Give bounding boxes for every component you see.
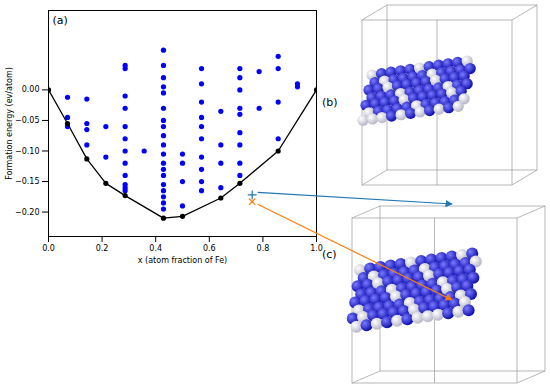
svg-text:1.0: 1.0 — [310, 244, 323, 253]
svg-text:−0.05: −0.05 — [15, 116, 40, 125]
svg-text:0.8: 0.8 — [257, 244, 270, 253]
svg-text:Formation energy (ev/atom): Formation energy (ev/atom) — [5, 67, 14, 180]
svg-text:0.2: 0.2 — [96, 244, 109, 253]
svg-text:−0.10: −0.10 — [15, 147, 40, 156]
svg-text:−0.20: −0.20 — [15, 208, 40, 217]
svg-text:(a): (a) — [53, 14, 68, 27]
svg-text:0.00: 0.00 — [22, 85, 40, 94]
svg-text:0.4: 0.4 — [149, 244, 162, 253]
svg-text:0.6: 0.6 — [203, 244, 216, 253]
svg-text:0.0: 0.0 — [42, 244, 55, 253]
svg-text:x (atom fraction of Fe): x (atom fraction of Fe) — [138, 256, 227, 265]
svg-text:(c): (c) — [322, 248, 337, 261]
svg-text:−0.15: −0.15 — [15, 177, 40, 186]
svg-text:(b): (b) — [322, 96, 338, 109]
